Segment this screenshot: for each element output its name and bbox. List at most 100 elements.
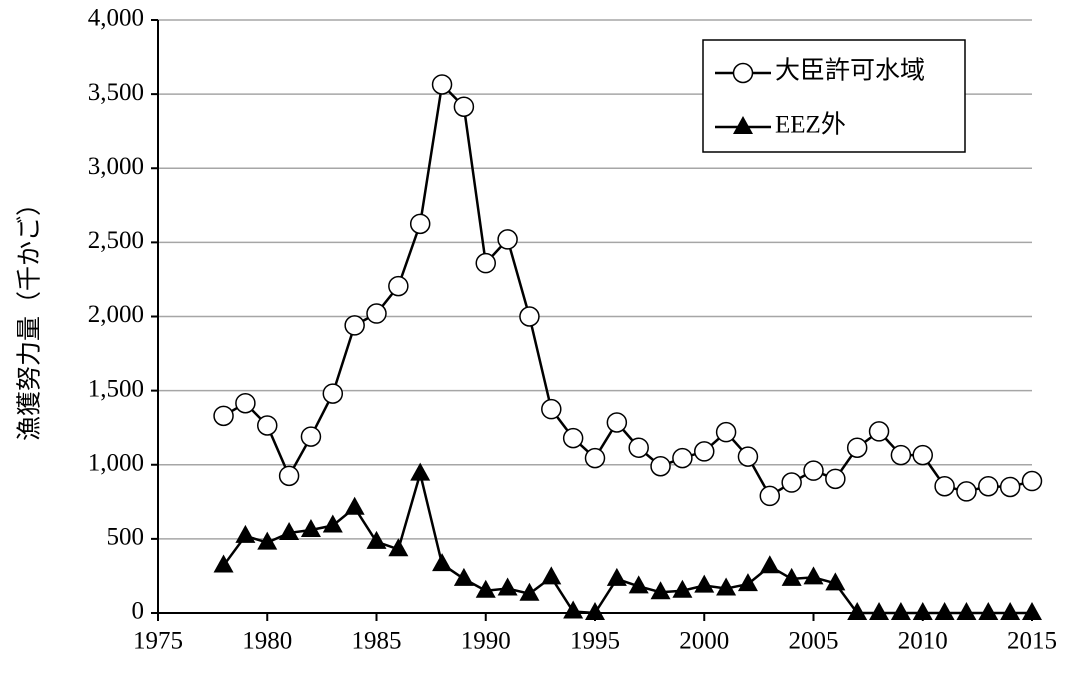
point [869,602,890,620]
point [672,579,693,598]
point [956,481,977,502]
y-tick-label: 3,000 [88,153,144,180]
y-tick-label: 3,500 [88,79,144,106]
point [519,306,540,327]
point [781,472,802,493]
legend-label: 大臣許可水域 [775,57,925,85]
point [1000,602,1021,620]
point [847,602,868,620]
point [803,460,824,481]
series-line [222,468,1032,615]
y-tick-label: 1,500 [88,375,144,402]
point [432,553,453,572]
x-tick-label: 1975 [133,628,183,655]
point [716,577,737,596]
point [344,315,365,336]
point [563,600,584,619]
y-tick-label: 2,500 [88,227,144,254]
point [388,538,409,557]
x-tick-label: 2015 [1007,628,1057,655]
point [606,567,627,586]
point [650,455,671,477]
legend: 大臣許可水域 EEZ外 [702,39,966,153]
point [213,405,234,427]
point [956,602,977,620]
y-tick-label: 1,000 [88,449,144,476]
point [825,468,846,490]
point [694,574,715,593]
point [650,581,671,600]
point [300,426,322,447]
x-tick-label: 1995 [570,628,620,655]
point [1021,470,1043,492]
point [235,524,256,543]
point [846,437,868,458]
point [628,437,649,458]
point [1022,602,1042,620]
point [541,398,562,420]
point [978,475,999,497]
point [737,573,758,592]
point [606,412,628,433]
point [475,579,496,598]
point [562,427,584,449]
point [366,530,387,549]
point [453,567,474,586]
point [322,383,344,404]
point [409,213,431,235]
point [431,74,453,95]
point [628,575,649,594]
x-tick-label: 2000 [679,628,729,655]
point [366,303,387,324]
point [300,518,321,537]
point [737,446,759,467]
point [584,447,606,469]
y-tick-label: 500 [107,524,145,551]
point [453,96,475,117]
point [803,566,824,585]
x-tick-label: 2010 [898,628,948,655]
x-tick-label: 1985 [352,628,402,655]
point [999,476,1021,498]
point [890,602,911,620]
x-tick-label: 1990 [461,628,511,655]
point [890,444,912,466]
point [912,444,933,466]
point [322,514,343,533]
point [733,116,753,134]
point [257,415,278,436]
point [497,577,518,596]
point [278,465,300,487]
point [497,229,518,250]
point [978,602,999,620]
point [475,252,496,274]
point [759,555,780,574]
point [541,566,562,585]
point [715,421,737,443]
point [781,567,802,586]
point [235,392,256,414]
y-tick-label: 4,000 [88,5,144,32]
x-tick-label: 2005 [789,628,839,655]
point [912,602,933,620]
point [279,521,300,540]
point [934,475,955,497]
y-tick-label: 0 [132,598,145,625]
x-tick-label: 1980 [242,628,292,655]
point [759,485,781,507]
point [257,531,278,550]
point [868,421,890,442]
legend-label: EEZ外 [775,111,846,139]
point [519,582,540,601]
point [732,62,754,84]
y-axis-label: 漁獲努力量（千かご） [16,191,44,441]
y-tick-label: 2,000 [88,301,144,328]
point [934,602,955,620]
point [344,496,365,515]
point [825,572,846,591]
point [410,462,431,481]
point [388,275,409,297]
point [213,554,234,573]
point [585,602,605,620]
